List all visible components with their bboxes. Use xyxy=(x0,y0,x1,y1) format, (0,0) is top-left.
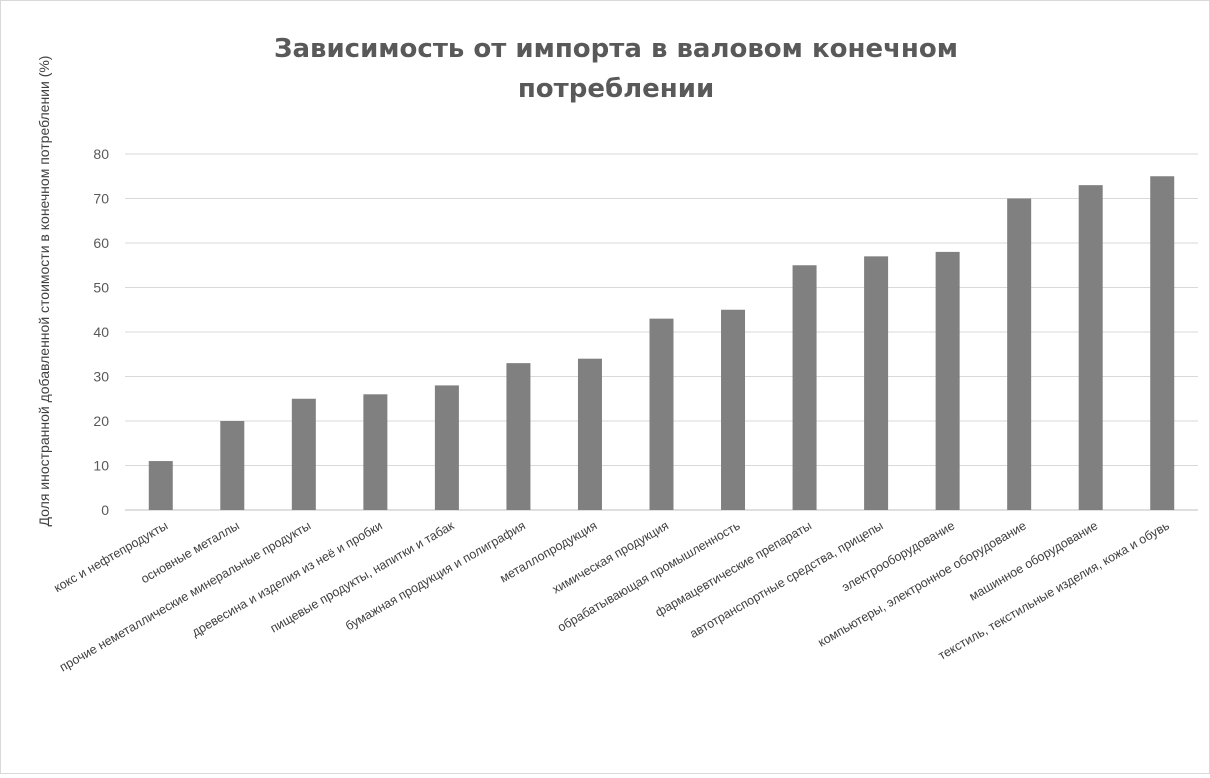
bar-4 xyxy=(363,394,388,510)
x-tick-14: машинное оборудование xyxy=(967,518,1100,603)
bar-14 xyxy=(1078,185,1103,510)
y-tick-10: 10 xyxy=(93,458,109,474)
bar-11 xyxy=(864,256,889,510)
bar-12 xyxy=(935,251,960,510)
bar-7 xyxy=(577,358,602,510)
y-axis-label: Доля иностранной добавленной стоимости в… xyxy=(36,56,52,527)
chart-title: Зависимость от импорта в валовом конечно… xyxy=(274,34,958,104)
bar-5 xyxy=(434,385,459,510)
y-tick-30: 30 xyxy=(93,369,109,385)
y-tick-40: 40 xyxy=(93,324,109,340)
bar-15 xyxy=(1150,176,1175,510)
y-tick-70: 70 xyxy=(93,191,109,207)
x-tick-1: кокс и нефтепродукты xyxy=(52,518,171,595)
bar-13 xyxy=(1007,198,1032,510)
x-tick-3: прочие неметаллические минеральные проду… xyxy=(57,518,313,674)
y-tick-0: 0 xyxy=(101,502,109,518)
y-tick-80: 80 xyxy=(93,146,109,162)
y-tick-60: 60 xyxy=(93,235,109,251)
bar-8 xyxy=(649,318,674,510)
bar-6 xyxy=(506,363,531,510)
bar-1 xyxy=(148,461,173,510)
bars xyxy=(148,176,1175,510)
y-tick-50: 50 xyxy=(93,280,109,296)
bar-10 xyxy=(792,265,817,510)
y-tick-20: 20 xyxy=(93,413,109,429)
chart-title-line-1: Зависимость от импорта в валовом конечно… xyxy=(274,34,958,64)
chart-title-line-2: потреблении xyxy=(518,74,714,104)
bar-9 xyxy=(721,309,746,510)
y-tick-labels: 0 10 20 30 40 50 60 70 80 xyxy=(93,146,109,518)
bar-3 xyxy=(291,398,316,510)
x-tick-8: химическая продукция xyxy=(550,518,671,596)
bar-2 xyxy=(220,421,245,510)
